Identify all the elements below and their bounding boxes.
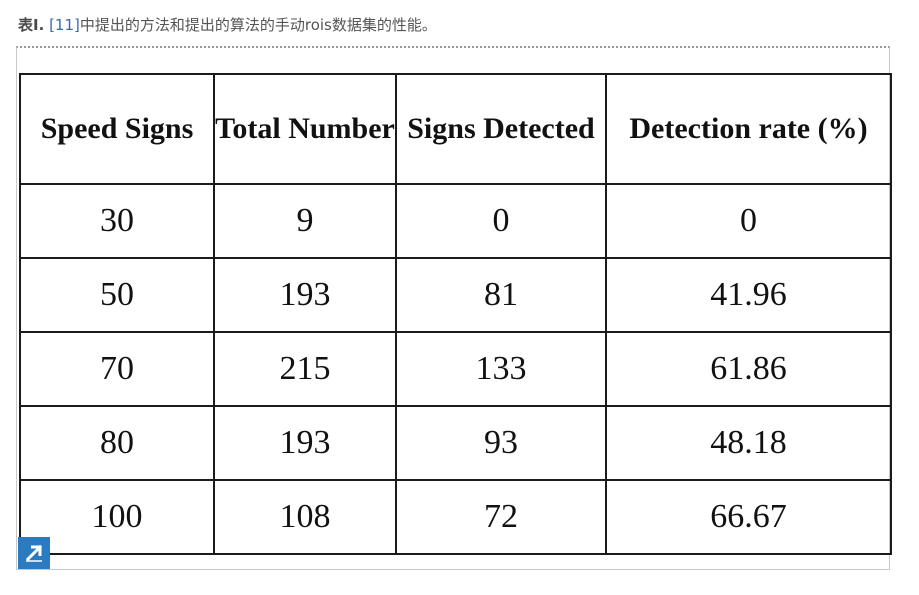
cell-speed: 70 [19,331,215,407]
cell-rate: 48.18 [605,405,892,481]
table-header-row: Speed Signs Total Number Signs Detected … [19,73,892,185]
table-row: 80 193 93 48.18 [19,405,892,481]
performance-table: Speed Signs Total Number Signs Detected … [19,73,892,555]
caption-label: 表I. [18,16,45,34]
cell-detected: 93 [395,405,607,481]
cell-speed: 80 [19,405,215,481]
expand-image-button[interactable] [18,537,50,569]
header-signs-detected: Signs Detected [395,73,607,185]
caption-text: 中提出的方法和提出的算法的手动rois数据集的性能。 [79,16,437,34]
cell-speed: 50 [19,257,215,333]
cell-detected: 72 [395,479,607,555]
cell-speed: 100 [19,479,215,555]
cell-total: 193 [213,405,397,481]
cell-rate: 61.86 [605,331,892,407]
cell-rate: 0 [605,183,892,259]
cell-speed: 30 [19,183,215,259]
table-row: 100 108 72 66.67 [19,479,892,555]
cell-total: 9 [213,183,397,259]
header-total-number: Total Number [213,73,397,185]
table-row: 70 215 133 61.86 [19,331,892,407]
header-speed-signs: Speed Signs [19,73,215,185]
header-detection-rate: Detection rate (%) [605,73,892,185]
table-row: 30 9 0 0 [19,183,892,259]
expand-arrow-icon [25,544,43,562]
table-row: 50 193 81 41.96 [19,257,892,333]
cell-total: 193 [213,257,397,333]
cell-detected: 133 [395,331,607,407]
cell-rate: 41.96 [605,257,892,333]
cell-total: 108 [213,479,397,555]
cell-detected: 0 [395,183,607,259]
cell-total: 215 [213,331,397,407]
cell-rate: 66.67 [605,479,892,555]
caption-reference-link[interactable]: [11] [49,16,80,34]
cell-detected: 81 [395,257,607,333]
table-caption: 表I. [11]中提出的方法和提出的算法的手动rois数据集的性能。 [18,14,437,35]
